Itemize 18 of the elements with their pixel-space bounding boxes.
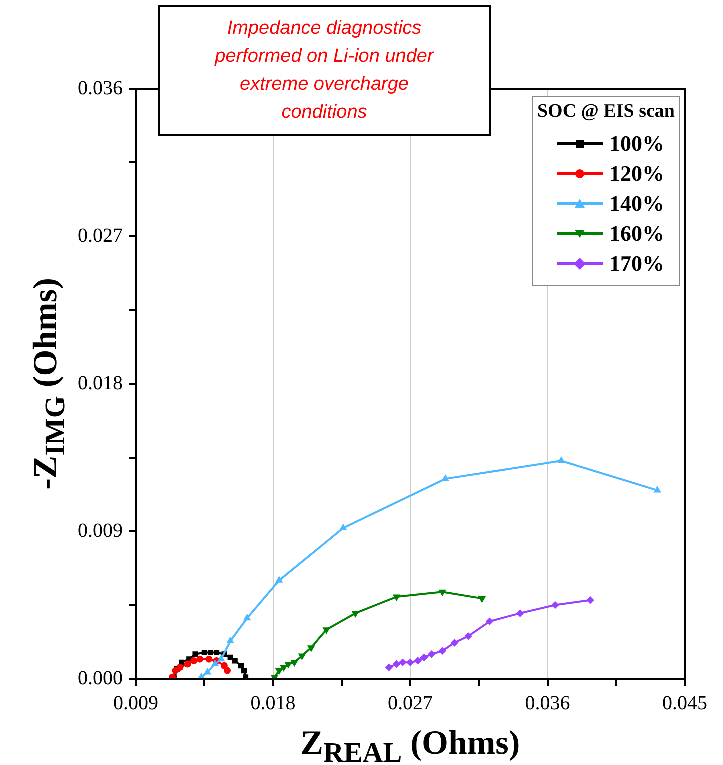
y-tick-label: 0.000 [78,667,123,690]
y-tick-label: 0.036 [78,77,123,100]
legend-title: SOC @ EIS scan [537,101,675,123]
y-tick-label: 0.018 [78,372,123,394]
legend-label: 170% [609,251,664,277]
x-tick-label: 0.018 [250,692,296,714]
legend-label: 160% [609,221,664,247]
x-axis-title: Z$_{REAL}$ (Ohms) [300,725,522,765]
x-tick-label: 0.027 [388,692,433,714]
legend-label: 120% [609,161,664,187]
x-tick-label: 0.036 [525,692,570,714]
legend-label: 100% [609,131,664,157]
y-tick-label: 0.027 [78,224,123,247]
note-box: Impedance diagnostics performed on Li-ion under extreme overcharge conditions [158,5,491,136]
x-tick-label: 0.009 [114,692,158,714]
legend-label: 140% [609,191,664,217]
x-tick-label: 0.045 [662,692,708,714]
y-tick-label: 0.009 [78,520,123,542]
